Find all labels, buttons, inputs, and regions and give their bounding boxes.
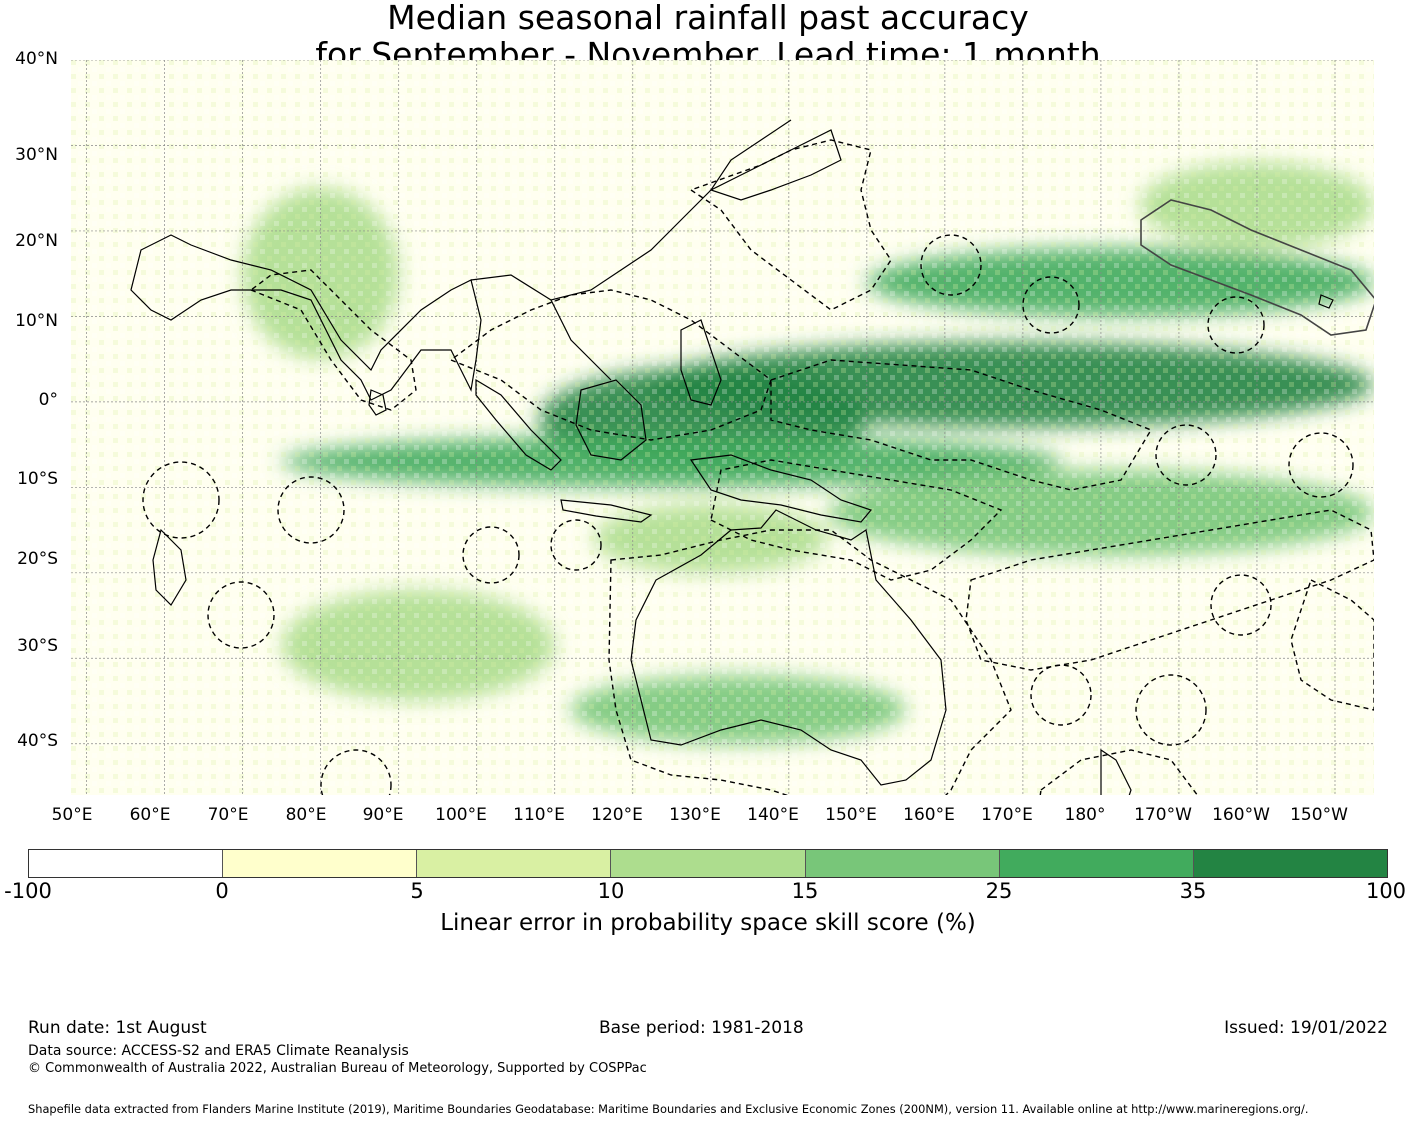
australia-coastline bbox=[630, 509, 947, 786]
lat-label: 30°S bbox=[17, 636, 58, 656]
east-asia-eez-boundary bbox=[689, 139, 892, 311]
chagos-eez bbox=[462, 526, 520, 584]
india-eez-boundary bbox=[249, 269, 417, 411]
lon-label: 90°E bbox=[362, 805, 404, 825]
lat-label: 20°S bbox=[17, 549, 58, 569]
lon-label: 120°E bbox=[591, 805, 643, 825]
norfolk-eez bbox=[1030, 664, 1092, 726]
lat-label: 0° bbox=[38, 390, 58, 410]
seychelles-eez bbox=[142, 461, 220, 539]
lat-label: 10°N bbox=[15, 311, 58, 331]
base-period: Base period: 1981-2018 bbox=[599, 1018, 804, 1038]
south-pacific-eez-boundary bbox=[965, 509, 1374, 671]
kiribati-eez-east bbox=[1288, 432, 1354, 498]
micronesia-eez-boundary bbox=[770, 359, 1153, 491]
colorbar-tick: 35 bbox=[1179, 879, 1207, 903]
colorbar-segment bbox=[1193, 850, 1387, 877]
lat-label: 40°N bbox=[15, 49, 58, 69]
philippines-coastline bbox=[680, 319, 722, 406]
lat-label: 10°S bbox=[17, 469, 58, 489]
sumatra-coastline bbox=[475, 378, 562, 471]
tokelau-eez bbox=[1210, 574, 1272, 636]
colorbar-tick: 10 bbox=[597, 879, 625, 903]
new-guinea-coastline bbox=[689, 454, 873, 523]
french-polynesia-eez-boundary bbox=[1290, 579, 1374, 711]
colorbar-segment bbox=[417, 850, 612, 877]
run-date: Run date: 1st August bbox=[28, 1018, 207, 1038]
shapefile-credit: Shapefile data extracted from Flanders M… bbox=[28, 1102, 1309, 1116]
lon-label: 100°E bbox=[435, 805, 487, 825]
kiribati-eez-west bbox=[1155, 424, 1217, 486]
colorbar-segment bbox=[611, 850, 806, 877]
colorbar-segment bbox=[223, 850, 418, 877]
issued-date: Issued: 19/01/2022 bbox=[1224, 1018, 1388, 1038]
borneo-coastline bbox=[575, 379, 647, 461]
new-zealand-eez-boundary bbox=[1039, 749, 1199, 795]
colorbar bbox=[28, 849, 1388, 878]
hawaii-islands bbox=[1318, 294, 1334, 309]
colorbar-segment bbox=[29, 850, 224, 877]
lat-label: 40°S bbox=[17, 731, 58, 751]
australia-eez-boundary bbox=[608, 529, 1012, 795]
sri-lanka-coastline bbox=[368, 389, 387, 416]
lon-label: 160°W bbox=[1212, 805, 1270, 825]
maritime-continent-eez-boundary bbox=[449, 289, 772, 441]
colorbar-tick: 15 bbox=[791, 879, 819, 903]
copyright-notice: © Commonwealth of Australia 2022, Austra… bbox=[28, 1061, 647, 1076]
eez-boundaries bbox=[142, 139, 1374, 795]
marcus-island-eez bbox=[920, 234, 982, 296]
lon-label: 170°E bbox=[981, 805, 1033, 825]
kermadec-eez bbox=[1135, 674, 1207, 746]
lon-label: 80°E bbox=[285, 805, 327, 825]
lon-label: 60°E bbox=[129, 805, 171, 825]
new-zealand-coastline bbox=[1100, 748, 1132, 795]
colorbar-tick: 25 bbox=[985, 879, 1013, 903]
johnston-atoll-eez bbox=[1207, 296, 1265, 354]
lon-label: 170°W bbox=[1134, 805, 1192, 825]
colorbar-segment bbox=[805, 850, 1000, 877]
colorbar-tick: 100 bbox=[1365, 879, 1407, 903]
hawaii-eez-boundary bbox=[1140, 199, 1374, 336]
mauritius-eez bbox=[207, 581, 275, 649]
lon-label: 160°E bbox=[903, 805, 955, 825]
lon-label: 140°E bbox=[747, 805, 799, 825]
lon-label: 110°E bbox=[513, 805, 565, 825]
java-coastline bbox=[560, 499, 653, 523]
colorbar-tick: -100 bbox=[4, 879, 52, 903]
lon-label: 70°E bbox=[207, 805, 249, 825]
lat-label: 20°N bbox=[15, 231, 58, 251]
madagascar-coastline bbox=[152, 528, 187, 606]
lat-label: 30°N bbox=[15, 145, 58, 165]
lon-label: 50°E bbox=[51, 805, 93, 825]
colorbar-segment bbox=[999, 850, 1194, 877]
east-asia-coastline bbox=[470, 119, 792, 381]
indian-ocean-island-eez bbox=[320, 749, 392, 795]
map-canvas bbox=[71, 60, 1374, 795]
colorbar-tick: 0 bbox=[215, 879, 229, 903]
india-coastline bbox=[130, 234, 482, 401]
graticule bbox=[71, 60, 1374, 795]
lon-label: 150°W bbox=[1290, 805, 1348, 825]
map-title-line-1: Median seasonal rainfall past accuracy bbox=[387, 0, 1029, 37]
skill-score-map bbox=[71, 60, 1374, 795]
data-source: Data source: ACCESS-S2 and ERA5 Climate … bbox=[28, 1043, 409, 1059]
maldives-eez bbox=[277, 476, 345, 544]
colorbar-label: Linear error in probability space skill … bbox=[440, 910, 976, 936]
colorbar-tick: 5 bbox=[410, 879, 424, 903]
coastlines bbox=[130, 119, 1334, 795]
wake-island-eez bbox=[1022, 276, 1080, 334]
png-eez-boundary bbox=[710, 459, 1003, 581]
lon-label: 150°E bbox=[825, 805, 877, 825]
lon-label: 130°E bbox=[669, 805, 721, 825]
cocos-eez bbox=[550, 519, 602, 571]
lon-label: 180° bbox=[1064, 805, 1106, 825]
